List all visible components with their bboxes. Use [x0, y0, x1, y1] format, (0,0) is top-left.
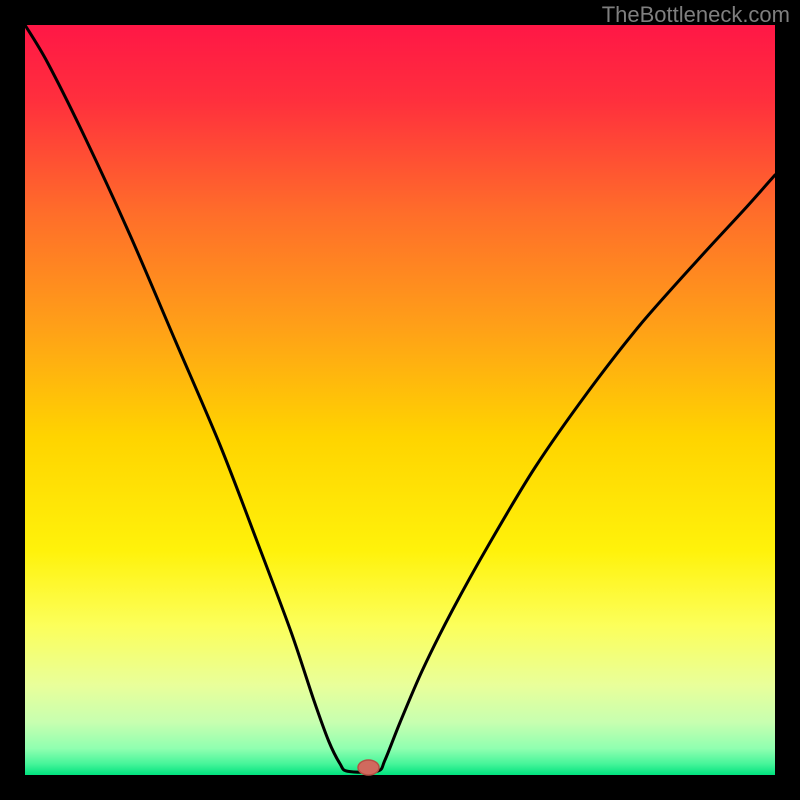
bottleneck-marker	[358, 760, 379, 775]
watermark-text: TheBottleneck.com	[602, 2, 790, 28]
chart-frame: TheBottleneck.com	[0, 0, 800, 800]
plot-gradient	[25, 25, 775, 775]
chart-svg	[0, 0, 800, 800]
